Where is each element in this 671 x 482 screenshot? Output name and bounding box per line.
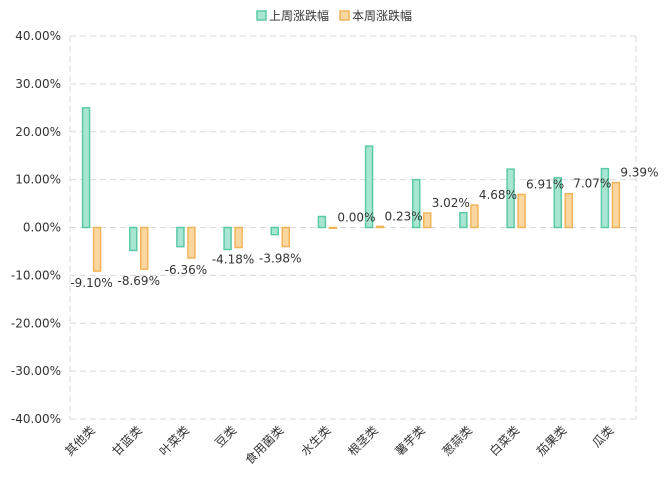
legend-item-this-week-swatch[interactable] bbox=[339, 10, 350, 21]
x-tick-label: 薯芋类 bbox=[393, 423, 428, 458]
data-label-this-week: 0.23% bbox=[385, 209, 423, 223]
x-tick-label: 茄果类 bbox=[534, 423, 569, 458]
bar-this-week[interactable] bbox=[281, 226, 290, 248]
grid-lines bbox=[69, 35, 637, 420]
y-tick-label: 10.00% bbox=[15, 173, 61, 187]
bar-last-week[interactable] bbox=[553, 176, 562, 229]
x-tick-label: 葱蒜类 bbox=[440, 423, 475, 458]
y-tick-label: 20.00% bbox=[15, 125, 61, 139]
y-tick-label: 0.00% bbox=[23, 221, 61, 235]
bar-this-week[interactable] bbox=[140, 226, 149, 270]
bar-this-week[interactable] bbox=[92, 226, 102, 272]
bar-last-week[interactable] bbox=[506, 168, 515, 229]
bar-this-week[interactable] bbox=[423, 212, 432, 229]
y-tick-label: 30.00% bbox=[15, 77, 61, 91]
data-label-this-week: 3.02% bbox=[432, 196, 470, 210]
y-tick-label: -30.00% bbox=[11, 364, 61, 378]
bar-last-week[interactable] bbox=[270, 226, 279, 236]
bar-this-week[interactable] bbox=[470, 204, 479, 229]
bar-this-week[interactable] bbox=[375, 225, 385, 229]
data-label-this-week: 7.07% bbox=[573, 177, 611, 191]
bar-last-week[interactable] bbox=[176, 226, 185, 248]
x-tick-label: 其他类 bbox=[62, 423, 97, 458]
data-label-this-week: -8.69% bbox=[118, 274, 160, 288]
legend-item-this-week-label[interactable]: 本周涨跌幅 bbox=[352, 8, 412, 23]
x-tick-label: 根茎类 bbox=[345, 423, 380, 458]
bar-this-week[interactable] bbox=[517, 193, 526, 229]
bar-last-week[interactable] bbox=[412, 178, 421, 229]
x-tick-label: 水生类 bbox=[298, 423, 333, 458]
legend: 上周涨跌幅 本周涨跌幅 bbox=[256, 8, 412, 23]
x-tick-label: 豆类 bbox=[212, 423, 239, 450]
y-tick-label: -20.00% bbox=[11, 316, 61, 330]
bar-this-week[interactable] bbox=[564, 192, 573, 229]
x-tick-label: 甘蓝类 bbox=[110, 423, 145, 458]
y-tick-label: 40.00% bbox=[15, 29, 61, 43]
y-tick-label: -40.00% bbox=[11, 412, 61, 426]
x-tick-label: 瓜类 bbox=[590, 423, 617, 450]
data-label-this-week: -6.36% bbox=[165, 263, 207, 277]
data-label-this-week: -4.18% bbox=[212, 253, 254, 267]
bar-last-week[interactable] bbox=[129, 226, 138, 252]
data-label-this-week: -9.10% bbox=[70, 276, 112, 290]
x-tick-label: 白菜类 bbox=[486, 423, 522, 459]
data-label-this-week: 6.91% bbox=[526, 177, 564, 191]
bar-this-week[interactable] bbox=[187, 226, 196, 259]
legend-item-last-week-label[interactable]: 上周涨跌幅 bbox=[269, 8, 329, 23]
bar-last-week[interactable] bbox=[317, 215, 327, 229]
x-tick-label: 叶菜类 bbox=[157, 423, 192, 458]
bar-this-week[interactable] bbox=[234, 226, 243, 249]
data-label-this-week: 0.00% bbox=[337, 211, 375, 225]
bar-last-week[interactable] bbox=[600, 167, 610, 229]
bar-this-week[interactable] bbox=[328, 226, 338, 230]
y-tick-label: -10.00% bbox=[11, 268, 61, 282]
data-label-this-week: -3.98% bbox=[259, 252, 301, 266]
bar-last-week[interactable] bbox=[81, 107, 91, 229]
legend-item-last-week-swatch[interactable] bbox=[256, 10, 267, 21]
bar-last-week[interactable] bbox=[459, 211, 468, 229]
data-labels: -9.10% -8.69% -6.36% -4.18% -3.98% 0.00% 0.23%… bbox=[70, 166, 658, 291]
bar-last-week[interactable] bbox=[364, 145, 374, 229]
y-axis: 40.00% 30.00% 20.00% 10.00% 0.00% -10.00% -20.… bbox=[11, 29, 61, 426]
x-tick-label: 食用菌类 bbox=[242, 423, 287, 468]
data-label-this-week: 4.68% bbox=[479, 188, 517, 202]
data-label-this-week: 9.39% bbox=[620, 166, 658, 180]
bar-last-week[interactable] bbox=[223, 226, 232, 251]
bars bbox=[81, 107, 621, 272]
bar-this-week[interactable] bbox=[611, 181, 621, 229]
x-axis: 其他类 甘蓝类 叶菜类 豆类 食用菌类 水生类 根茎类 薯芋类 葱蒜类 白菜类 茄果类 瓜类 bbox=[62, 423, 616, 468]
